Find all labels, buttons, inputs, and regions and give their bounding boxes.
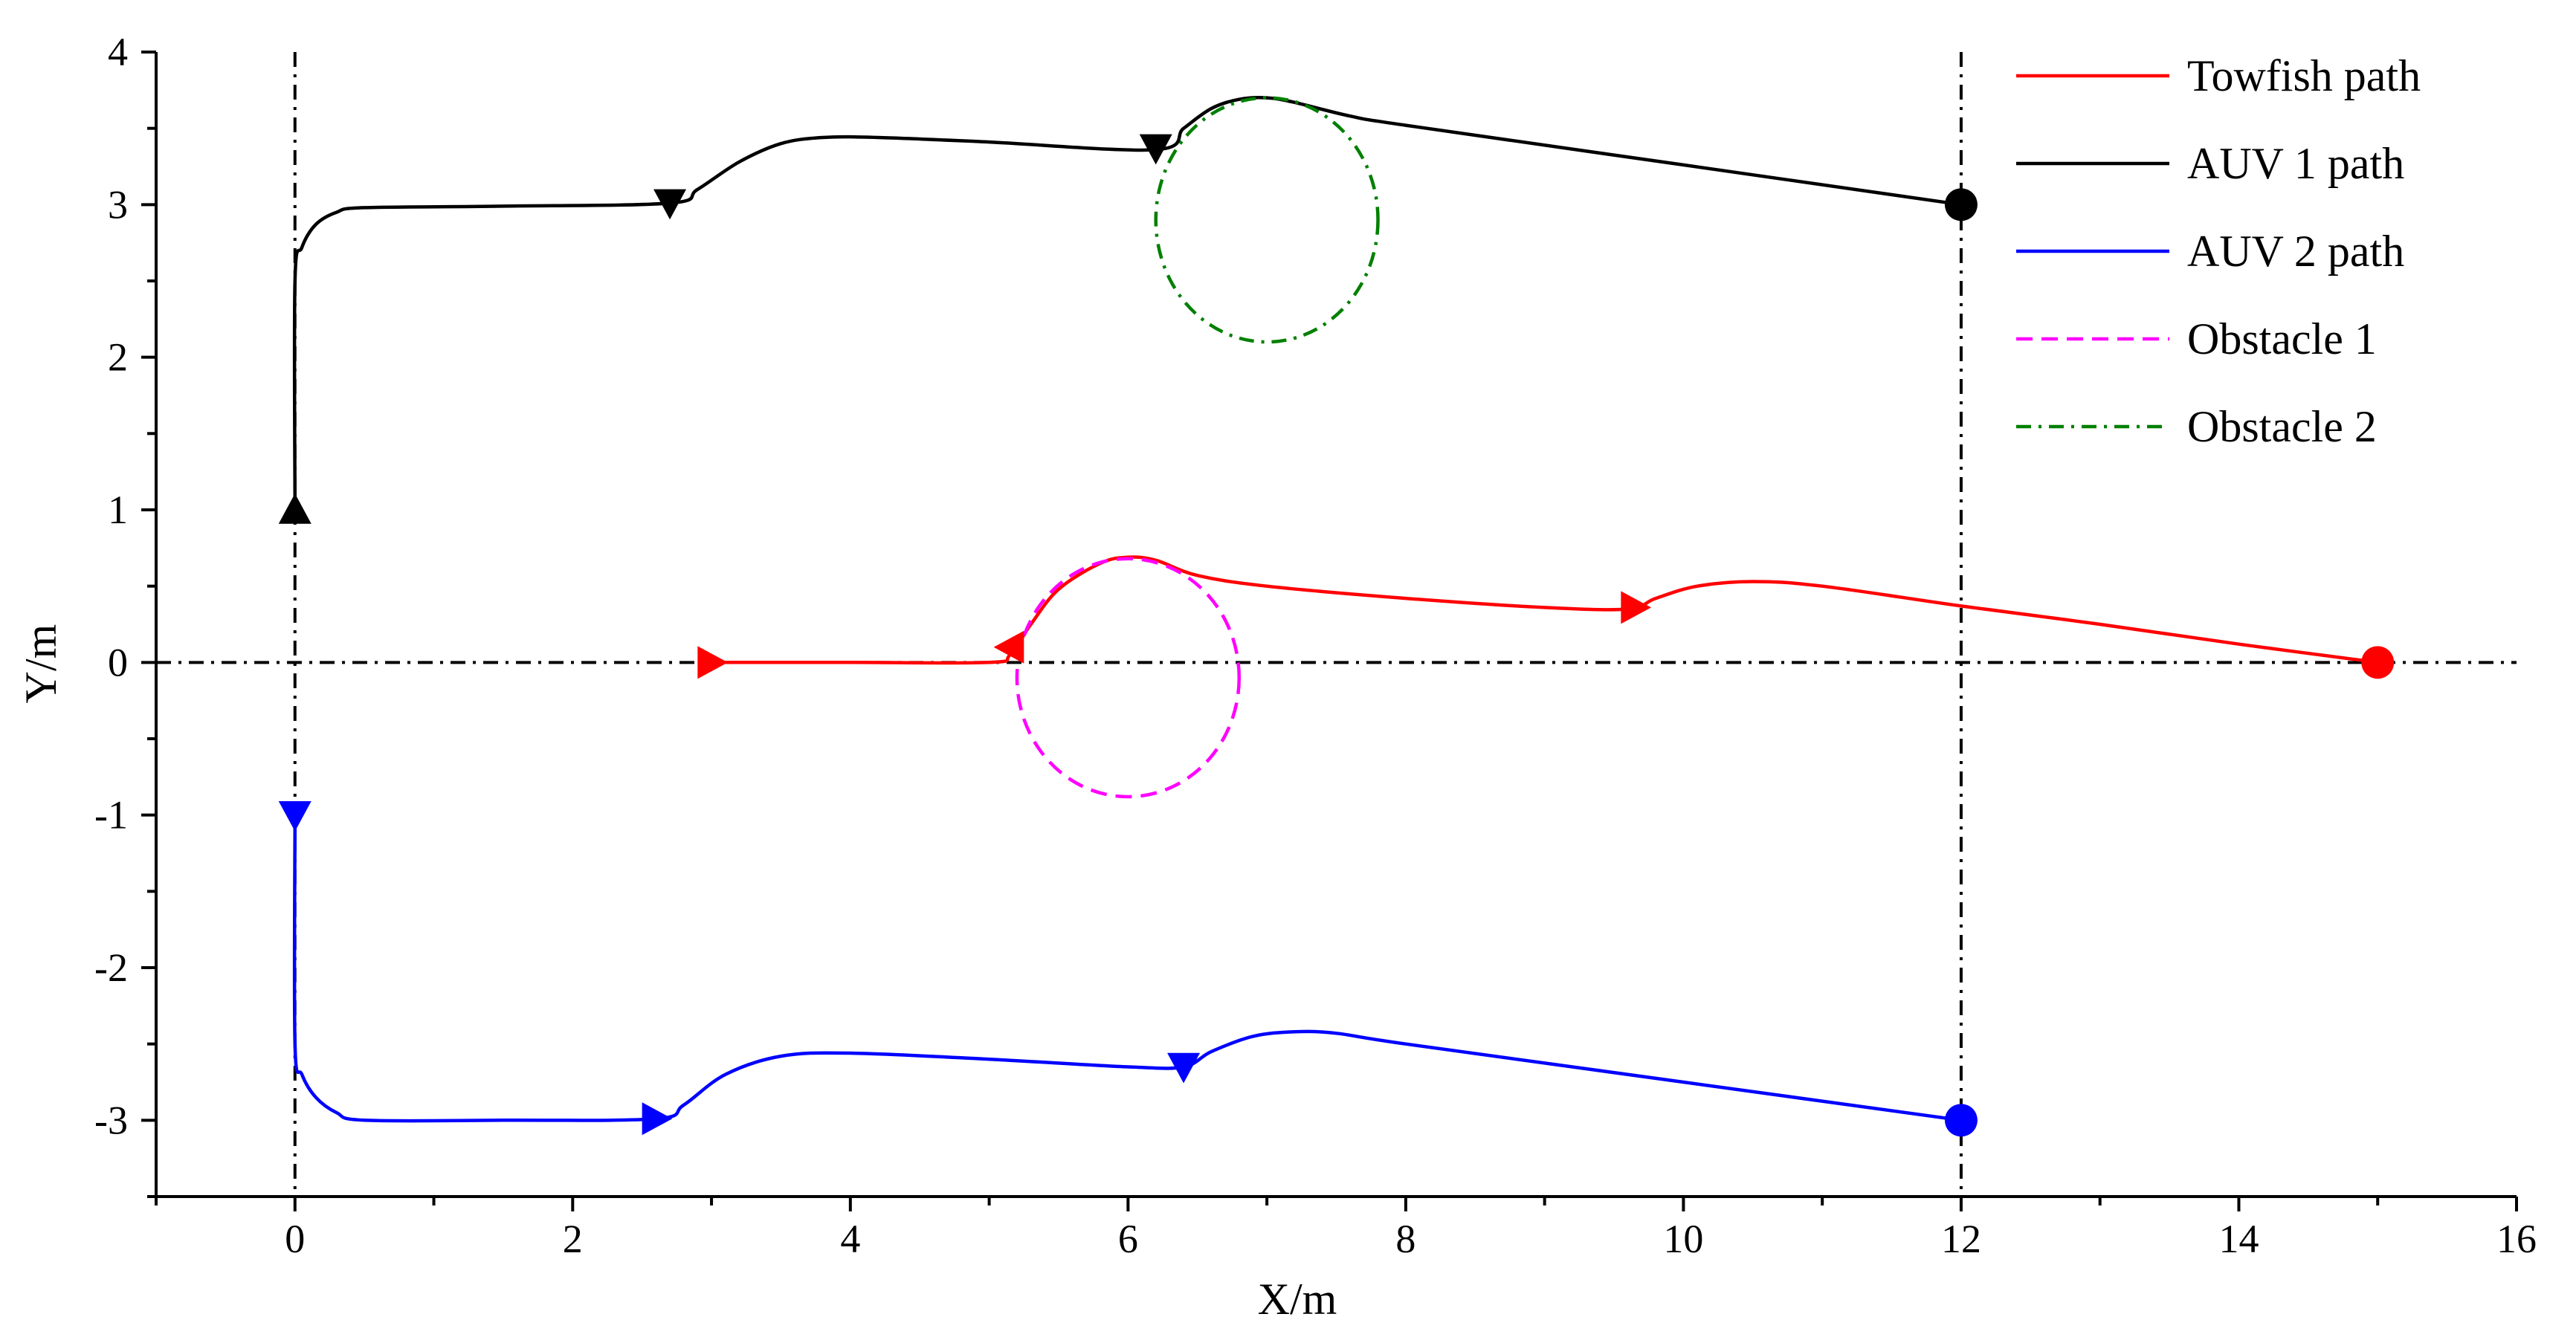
marker-towfish-path-0	[697, 646, 729, 679]
series-obstacle-1	[1015, 557, 1242, 799]
series-layer	[292, 96, 2378, 1123]
series-auv-2-path	[292, 815, 1962, 1123]
series-obstacle-2	[1154, 96, 1380, 344]
marker-layer	[278, 134, 2395, 1137]
marker-towfish-path-1	[993, 630, 1024, 664]
x-tick-label: 10	[1663, 1217, 1703, 1261]
x-tick-label: 12	[1941, 1217, 1981, 1261]
marker-auv-1-path-7	[1944, 188, 1978, 221]
y-tick-label: 3	[108, 182, 128, 227]
y-tick-label: 2	[108, 335, 128, 380]
y-tick-label: -2	[94, 945, 128, 990]
y-tick-label: -3	[94, 1098, 128, 1142]
marker-towfish-path-2	[1621, 591, 1652, 624]
legend-label-obstacle-1: Obstacle 1	[2187, 314, 2377, 363]
marker-towfish-path-3	[2361, 646, 2395, 679]
y-tick-label: 4	[108, 30, 128, 74]
marker-auv-2-path-8	[278, 800, 311, 832]
x-tick-label: 4	[840, 1217, 860, 1261]
legend: Towfish path AUV 1 path AUV 2 path Obstacle…	[2016, 51, 2421, 451]
y-axis-title: Y/m	[16, 624, 65, 704]
marker-auv-2-path-11	[1944, 1104, 1978, 1137]
y-tick-label: -1	[94, 793, 128, 838]
series-towfish-path	[711, 555, 2378, 665]
x-tick-label: 14	[2218, 1217, 2259, 1261]
y-tick-label: 0	[108, 640, 128, 684]
x-tick-label: 0	[285, 1217, 305, 1261]
x-tick-label: 6	[1118, 1217, 1138, 1261]
legend-label-auv-1-path: AUV 1 path	[2187, 139, 2404, 188]
y-tick-label: 1	[108, 488, 128, 532]
x-tick-label: 8	[1395, 1217, 1415, 1261]
reference-lines	[156, 52, 2517, 1197]
marker-auv-2-path-10	[1167, 1052, 1201, 1084]
legend-label-towfish-path: Towfish path	[2187, 51, 2421, 100]
legend-label-obstacle-2: Obstacle 2	[2187, 402, 2377, 451]
marker-auv-2-path-9	[642, 1102, 673, 1136]
marker-auv-1-path-6	[1139, 134, 1172, 165]
series-auv-1-path	[292, 96, 1962, 511]
marker-auv-1-path-4	[278, 493, 311, 524]
x-tick-label: 16	[2496, 1217, 2537, 1261]
legend-label-auv-2-path: AUV 2 path	[2187, 227, 2404, 276]
x-axis-title: X/m	[1258, 1275, 1337, 1324]
x-tick-label: 2	[563, 1217, 583, 1261]
marker-auv-1-path-5	[653, 189, 687, 220]
